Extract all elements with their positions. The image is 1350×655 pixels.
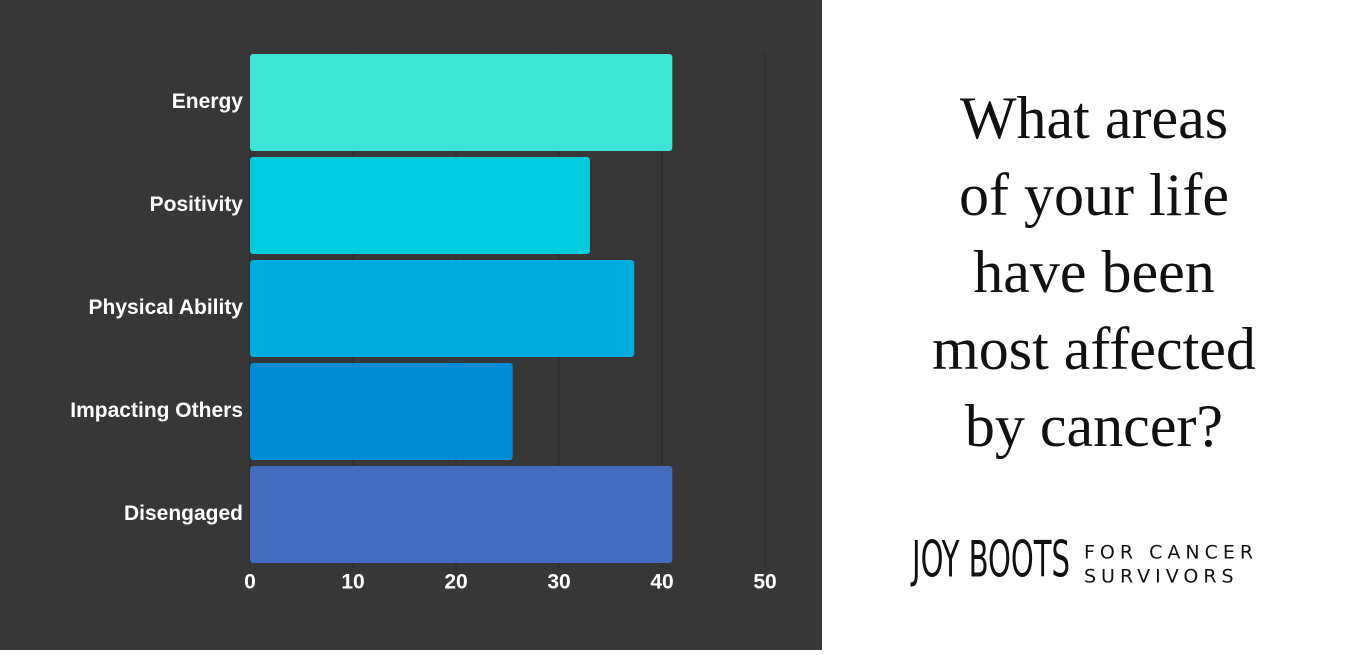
y-tick-label: Impacting Others (70, 399, 243, 422)
title-line: What areas (960, 85, 1228, 151)
bar (250, 363, 513, 460)
text-panel (822, 0, 1350, 650)
bar (250, 157, 590, 254)
bar (250, 466, 673, 563)
x-tick-label: 20 (444, 571, 467, 594)
logo-name: JOY BOOTS (910, 531, 1070, 589)
x-tick-label: 30 (547, 571, 570, 594)
logo-tagline: FOR CANCER (1084, 542, 1258, 564)
y-tick-label: Energy (172, 90, 244, 113)
x-tick-label: 10 (341, 571, 364, 594)
y-tick-label: Physical Ability (89, 296, 244, 319)
title-line: have been (973, 239, 1215, 305)
bar (250, 54, 673, 151)
y-tick-label: Positivity (150, 193, 244, 216)
title-line: most affected (932, 316, 1256, 382)
title-line: by cancer? (965, 393, 1223, 459)
x-tick-label: 50 (753, 571, 776, 594)
x-tick-label: 0 (244, 571, 256, 594)
x-tick-label: 40 (650, 571, 673, 594)
bar (250, 260, 635, 357)
title-line: of your life (959, 162, 1229, 228)
y-tick-label: Disengaged (124, 502, 243, 525)
logo-tagline: SURVIVORS (1084, 566, 1239, 588)
